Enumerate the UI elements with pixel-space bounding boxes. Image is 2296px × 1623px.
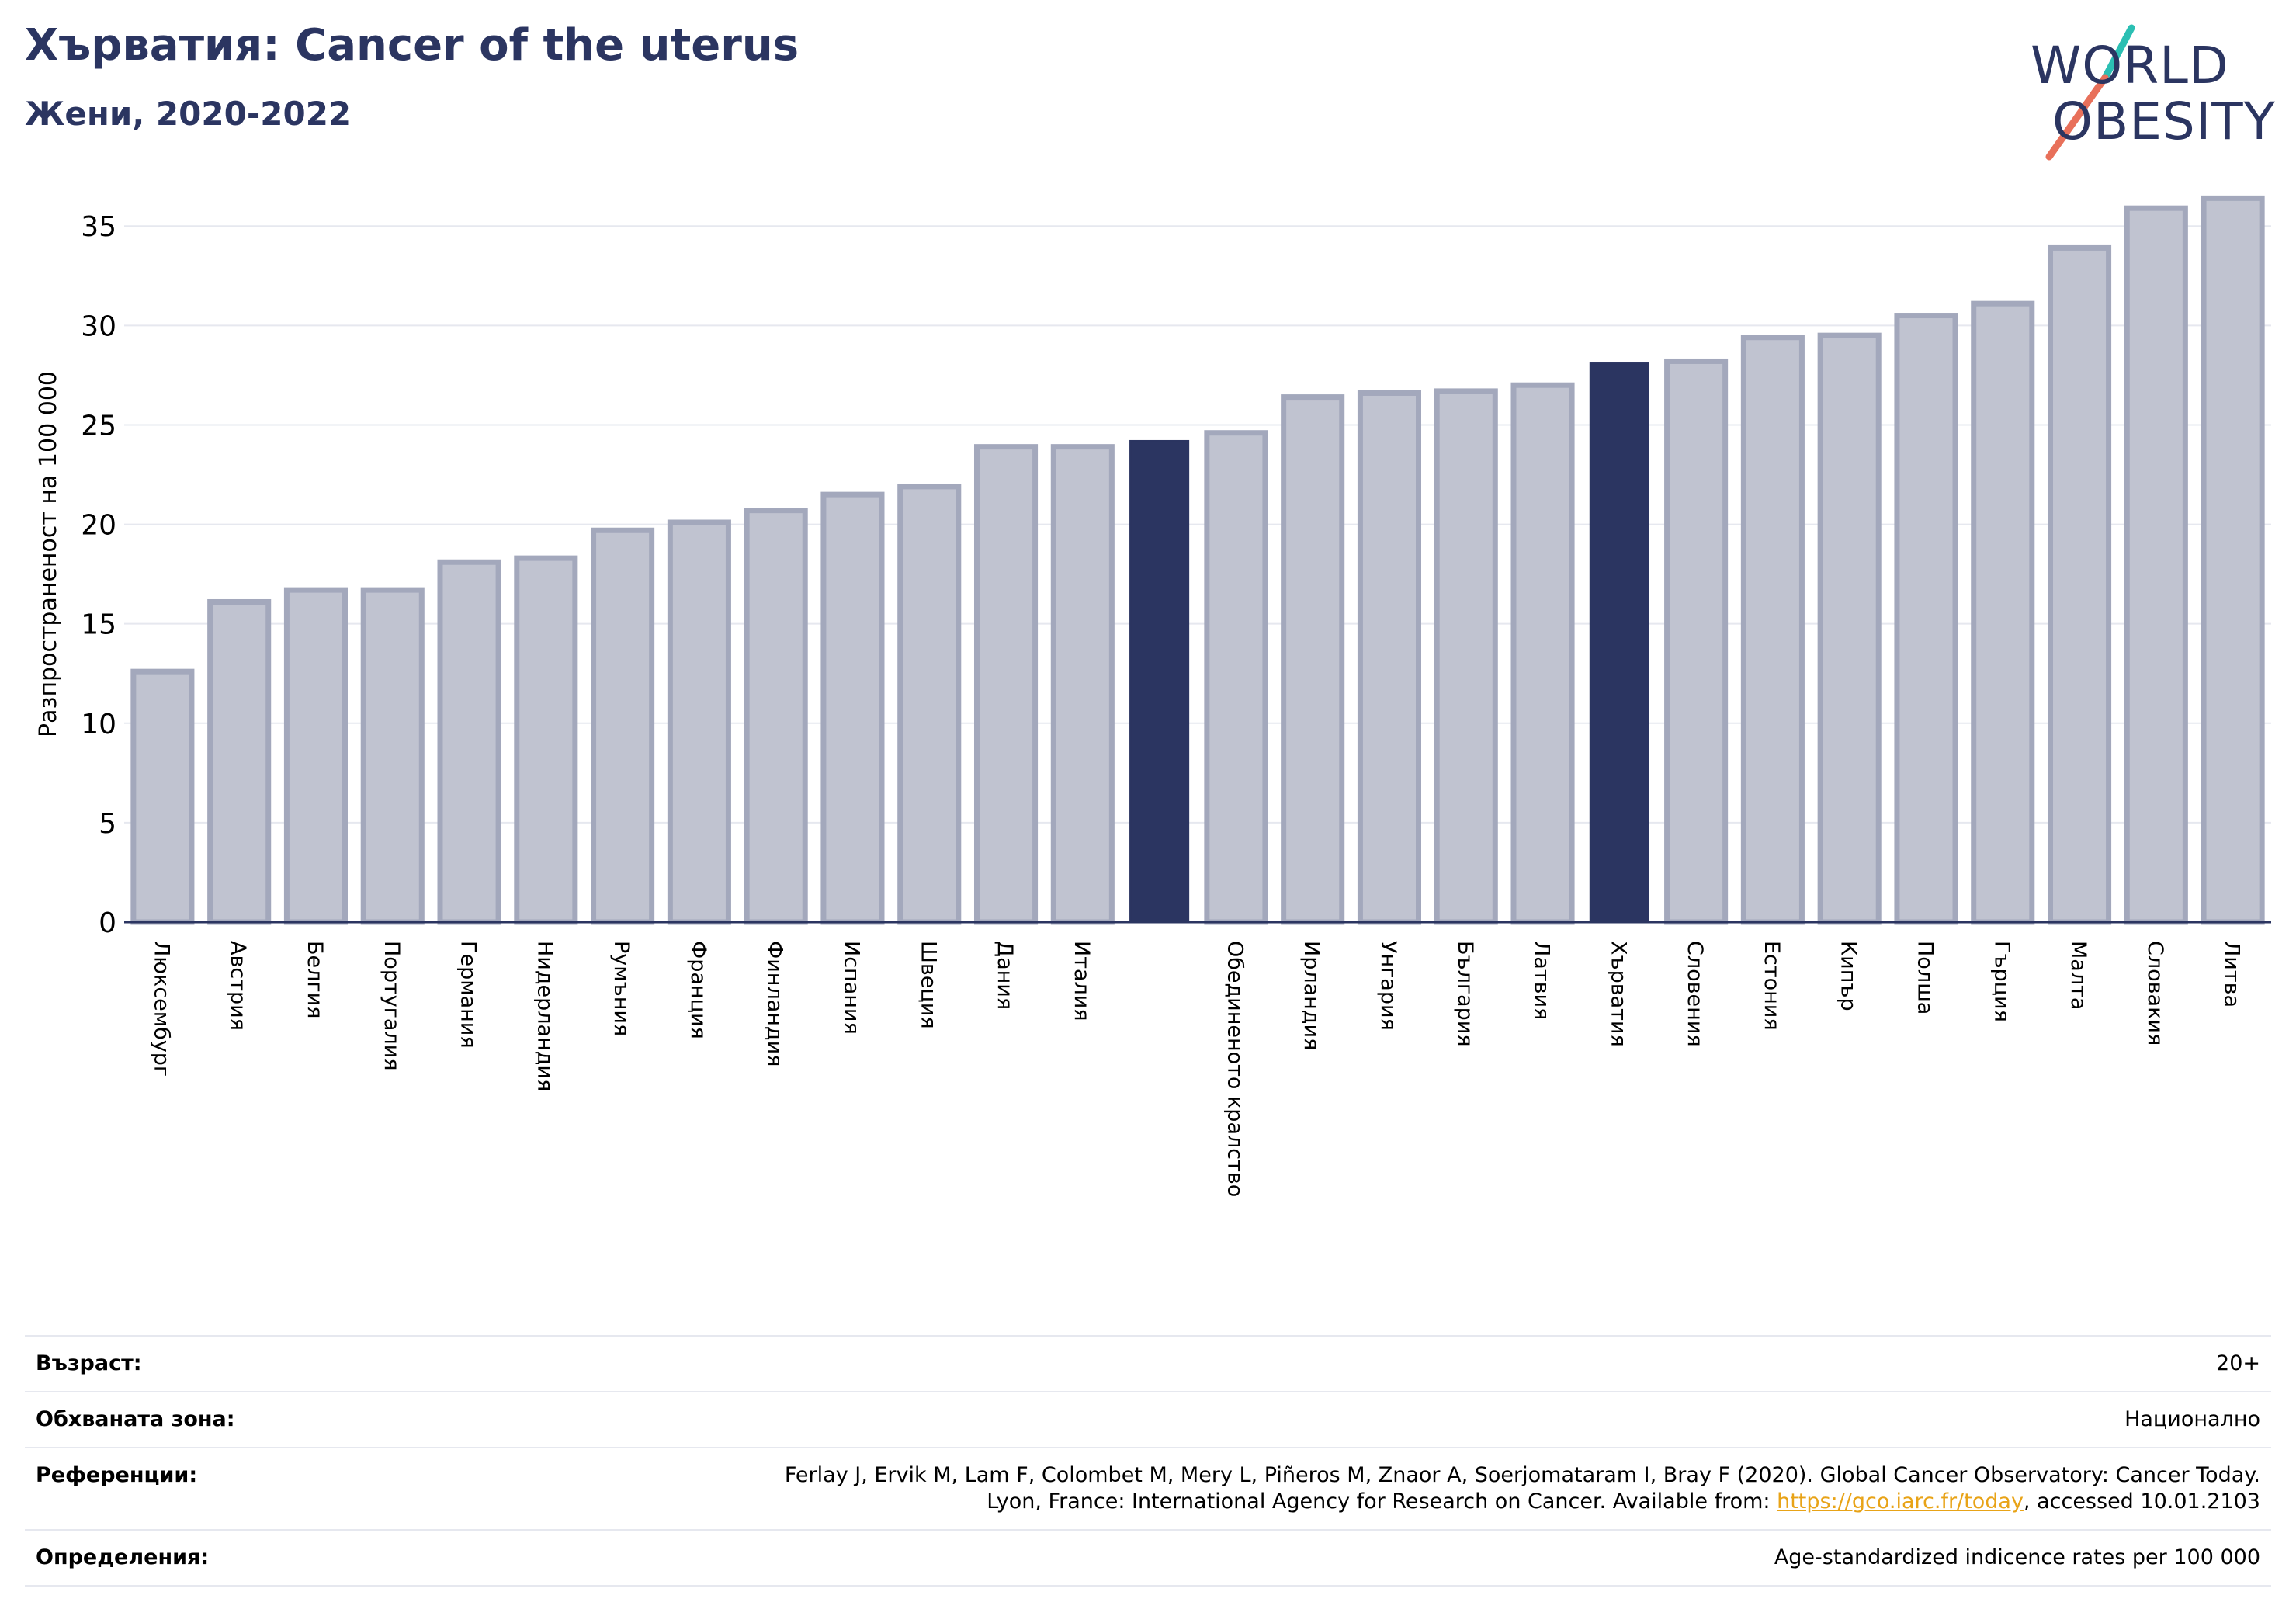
chart-subtitle: Жени, 2020-2022 (25, 95, 352, 133)
x-tick-label: Малта (2066, 941, 2090, 1010)
bar (820, 491, 885, 925)
y-tick-label: 25 (81, 410, 116, 442)
x-tick-label: Люксембург (149, 941, 173, 1077)
logo-slash-icon (2045, 24, 2135, 161)
area-label: Обхваната зона: (36, 1407, 235, 1431)
bar (1129, 439, 1190, 923)
bar (1050, 444, 1115, 925)
reference-line-1: Ferlay J, Ervik M, Lam F, Colombet M, Me… (784, 1463, 2260, 1487)
info-table: Възраст: 20+ Обхваната зона: Национално … (25, 1335, 2271, 1587)
bar (1971, 300, 2035, 925)
x-tick-label: Финландия (763, 941, 787, 1066)
reference-line-2-post: , accessed 10.01.2103 (2023, 1489, 2260, 1514)
bar (591, 527, 655, 925)
x-tick-label: Ирландия (1299, 941, 1323, 1050)
x-tick-label: Румъния (609, 941, 633, 1036)
world-obesity-logo: WORLD OBESITY (2018, 23, 2282, 163)
y-tick-label: 10 (81, 709, 116, 740)
bar (1664, 358, 1729, 925)
bar (130, 668, 195, 925)
y-tick-label: 5 (99, 808, 116, 840)
bar (973, 444, 1039, 925)
references-label: Референции: (36, 1463, 198, 1487)
x-tick-label: Словакия (2143, 941, 2167, 1046)
info-row-area: Обхваната зона: Национално (25, 1391, 2271, 1447)
x-tick-label: Унгария (1376, 941, 1400, 1031)
chart-title: Хърватия: Cancer of the uterus (25, 20, 799, 71)
x-tick-label: Франция (686, 941, 710, 1039)
bar (2047, 244, 2112, 925)
x-tick-label: Литва (2220, 941, 2244, 1007)
x-tick-label: Белгия (303, 941, 327, 1018)
y-axis-label: Разпространеност на 100 000 (35, 371, 62, 737)
x-tick-label: Швеция (916, 941, 940, 1029)
bar (437, 559, 501, 925)
bar-chart: 0 5 10 15 20 25 30 35 Разпространеност на 100 00… (35, 195, 2271, 1197)
bar (1740, 335, 1805, 925)
definitions-label: Определения: (36, 1545, 210, 1569)
bar (514, 555, 578, 925)
x-tick-label: Испания (839, 941, 863, 1035)
age-value: 20+ (2216, 1351, 2260, 1375)
y-tick-label: 15 (81, 609, 116, 641)
references-value: Ferlay J, Ervik M, Lam F, Colombet M, Me… (785, 1462, 2260, 1515)
bar (1281, 394, 1345, 925)
y-tick-label: 35 (81, 211, 116, 243)
age-label: Възраст: (36, 1351, 142, 1375)
bar (283, 587, 349, 925)
bar (1510, 382, 1575, 925)
x-tick-label: Естония (1760, 941, 1784, 1031)
definitions-value: Age-standardized indicence rates per 100… (1774, 1545, 2260, 1569)
logo-line-1: WORLD (2031, 36, 2229, 95)
info-row-definitions: Определения: Age-standardized indicence … (25, 1529, 2271, 1587)
x-tick-label: България (1453, 941, 1477, 1047)
info-row-references: Референции: Ferlay J, Ervik M, Lam F, Co… (25, 1447, 2271, 1529)
y-tick-label: 30 (81, 310, 116, 342)
x-tick-label: Италия (1070, 941, 1094, 1021)
bar (1894, 313, 1958, 925)
reference-link[interactable]: https://gco.iarc.fr/today (1777, 1489, 2024, 1514)
x-tick-label: Кипър (1836, 941, 1861, 1011)
bar (1357, 390, 1422, 925)
x-tick-label: Португалия (380, 941, 404, 1070)
x-tick-label: Германия (456, 941, 480, 1049)
tick-labels: 0 5 10 15 20 25 30 35 Разпространеност на 100 00… (35, 211, 2244, 1197)
logo-line-2: OBESITY (2052, 92, 2276, 151)
x-tick-label: Латвия (1530, 941, 1554, 1020)
bar (744, 508, 808, 925)
bar (1204, 430, 1268, 925)
x-tick-label: Нидерландия (532, 941, 557, 1091)
x-tick-label: Дания (993, 941, 1017, 1010)
bar (667, 519, 731, 925)
bar (360, 587, 425, 925)
x-tick-label: Австрия (226, 941, 250, 1031)
bar (1817, 332, 1882, 925)
x-tick-label: Хърватия (1606, 941, 1630, 1047)
area-value: Национално (2124, 1407, 2260, 1431)
x-tick-label: Словения (1683, 941, 1707, 1047)
info-row-age: Възраст: 20+ (25, 1335, 2271, 1391)
y-tick-label: 20 (81, 510, 116, 542)
bar (1589, 362, 1649, 924)
reference-line-2-pre: Lyon, France: International Agency for R… (987, 1489, 1777, 1514)
x-tick-label: Полша (1913, 941, 1937, 1014)
x-tick-label: Гърция (1989, 941, 2013, 1022)
bar (1434, 388, 1498, 925)
bar (2124, 205, 2188, 925)
bar (207, 598, 272, 925)
bars (130, 195, 2265, 925)
y-tick-label: 0 (99, 907, 116, 939)
bar (897, 484, 962, 925)
bar (2201, 195, 2265, 925)
x-tick-label: Обединеното кралство (1223, 941, 1247, 1197)
